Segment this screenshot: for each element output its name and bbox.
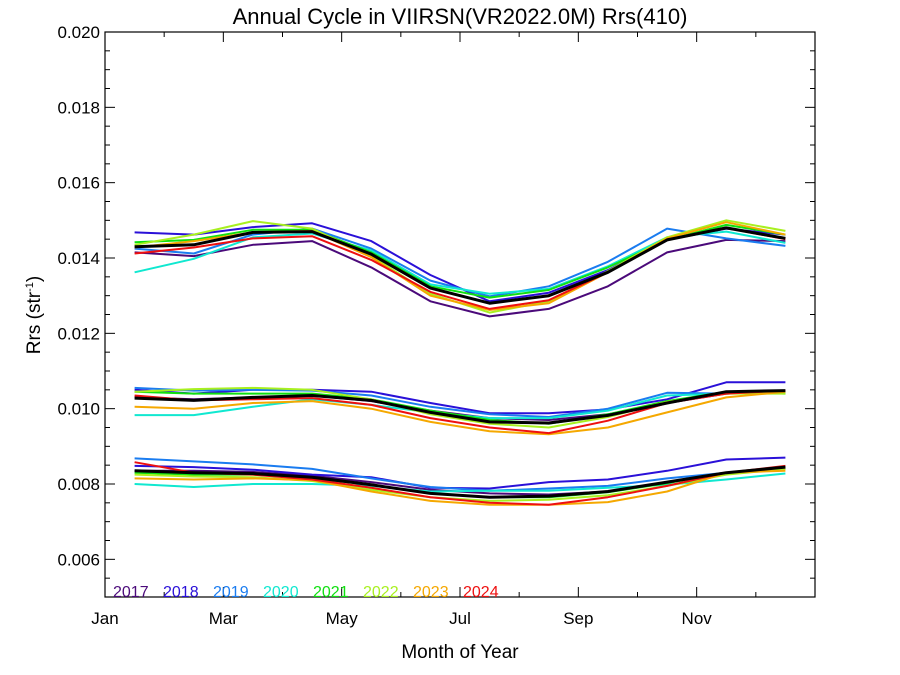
series-line-2019-group-3: [134, 457, 786, 492]
series-line-2019-group-2: [134, 386, 786, 418]
x-tick-label: Jan: [91, 609, 118, 628]
y-tick-label: 0.016: [57, 174, 100, 193]
x-axis-label: Month of Year: [401, 642, 519, 663]
series-line-2023-group-3: [134, 469, 786, 506]
legend: 2017 2018 2019 2020 2021 2022 2023 2024: [113, 584, 499, 601]
series-line-mean-group-3: [134, 465, 786, 499]
legend-item-2018: 2018: [163, 584, 199, 601]
x-tick-label: Mar: [209, 609, 239, 628]
x-tick-label: May: [326, 609, 359, 628]
legend-item-2024: 2024: [463, 584, 499, 601]
y-axis-label: Rrs (str-1): [24, 276, 45, 354]
y-axis-label-main: Rrs (str: [24, 291, 45, 354]
chart-title: Annual Cycle in VIIRSN(VR2022.0M) Rrs(41…: [233, 4, 688, 29]
series-line-mean-group-2: [134, 389, 786, 425]
y-tick-label: 0.020: [57, 23, 100, 42]
series-line-2017-group-1: [134, 238, 786, 318]
y-tick-label: 0.012: [57, 324, 100, 343]
legend-item-2022: 2022: [363, 584, 399, 601]
legend-item-2021: 2021: [313, 584, 349, 601]
y-tick-label: 0.018: [57, 98, 100, 117]
y-tick-label: 0.008: [57, 475, 100, 494]
y-axis-label-superscript: -1: [24, 282, 36, 292]
series-line-2023-group-2: [134, 390, 786, 436]
series-layer: [134, 219, 786, 506]
x-tick-label: Nov: [682, 609, 713, 628]
y-tick-label: 0.014: [57, 249, 100, 268]
ticks-layer: 0.006 0.008 0.010 0.012 0.014 0.016 0.018 0.020…: [57, 23, 815, 628]
x-tick-label: Jul: [449, 609, 471, 628]
x-tick-label: Sep: [563, 609, 593, 628]
y-tick-label: 0.010: [57, 400, 100, 419]
legend-item-2020: 2020: [263, 584, 299, 601]
y-axis-label-close: ): [24, 276, 45, 282]
y-tick-label: 0.006: [57, 550, 100, 569]
legend-item-2017: 2017: [113, 584, 149, 601]
legend-item-2023: 2023: [413, 584, 449, 601]
series-line-mean-group-1: [134, 226, 786, 305]
legend-item-2019: 2019: [213, 584, 249, 601]
